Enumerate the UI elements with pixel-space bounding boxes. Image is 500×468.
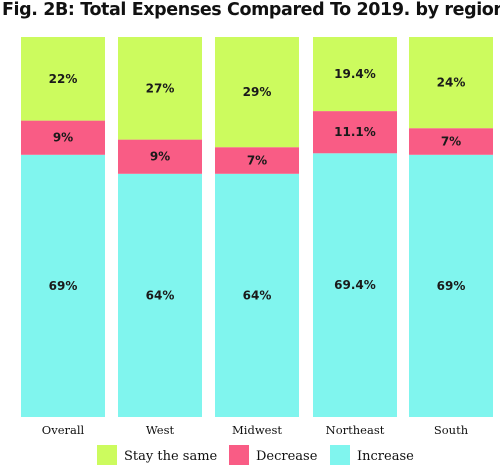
legend-label-increase: Increase: [357, 449, 414, 464]
bar-overall-increase: [21, 154, 105, 418]
x-tick-label-overall: Overall: [42, 423, 85, 437]
data-label-overall-increase: 69%: [49, 279, 78, 293]
legend-swatch-increase: [330, 445, 350, 465]
data-label-northeast-stay-the-same: 19.4%: [334, 67, 376, 81]
data-label-midwest-decrease: 7%: [247, 154, 267, 168]
data-label-northeast-increase: 69.4%: [334, 278, 376, 292]
legend-label-stay-the-same: Stay the same: [124, 449, 218, 464]
data-label-south-increase: 69%: [437, 279, 466, 293]
bar-south-decrease: [409, 128, 493, 155]
data-label-west-decrease: 9%: [150, 150, 170, 164]
data-label-south-stay-the-same: 24%: [437, 76, 466, 90]
data-label-south-decrease: 7%: [441, 135, 461, 149]
data-label-midwest-stay-the-same: 29%: [243, 85, 272, 99]
bar-west-increase: [118, 173, 202, 417]
x-tick-label-northeast: Northeast: [326, 423, 385, 437]
data-label-west-increase: 64%: [146, 288, 175, 302]
x-tick-label-south: South: [434, 423, 469, 437]
data-label-midwest-increase: 64%: [243, 288, 272, 302]
data-label-overall-stay-the-same: 22%: [49, 72, 78, 86]
data-label-overall-decrease: 9%: [53, 131, 73, 145]
data-label-west-stay-the-same: 27%: [146, 81, 175, 95]
bar-west-decrease: [118, 139, 202, 174]
bar-south-increase: [409, 154, 493, 418]
bar-midwest-increase: [215, 173, 299, 417]
bar-overall-decrease: [21, 120, 105, 155]
legend-swatch-stay-the-same: [97, 445, 117, 465]
bar-northeast-stay-the-same: [313, 37, 397, 112]
bar-west-stay-the-same: [118, 37, 202, 140]
bar-south-stay-the-same: [409, 37, 493, 129]
x-tick-label-west: West: [146, 423, 175, 437]
bar-midwest-stay-the-same: [215, 37, 299, 148]
legend-label-decrease: Decrease: [256, 449, 318, 464]
bar-northeast-increase: [313, 153, 397, 417]
chart-title: Fig. 2B: Total Expenses Compared To 2019…: [2, 0, 500, 20]
bar-northeast-decrease: [313, 111, 397, 154]
x-tick-label-midwest: Midwest: [232, 423, 282, 437]
bar-overall-stay-the-same: [21, 37, 105, 121]
data-label-northeast-decrease: 11.1%: [334, 125, 376, 139]
legend-swatch-decrease: [229, 445, 249, 465]
bar-midwest-decrease: [215, 147, 299, 174]
